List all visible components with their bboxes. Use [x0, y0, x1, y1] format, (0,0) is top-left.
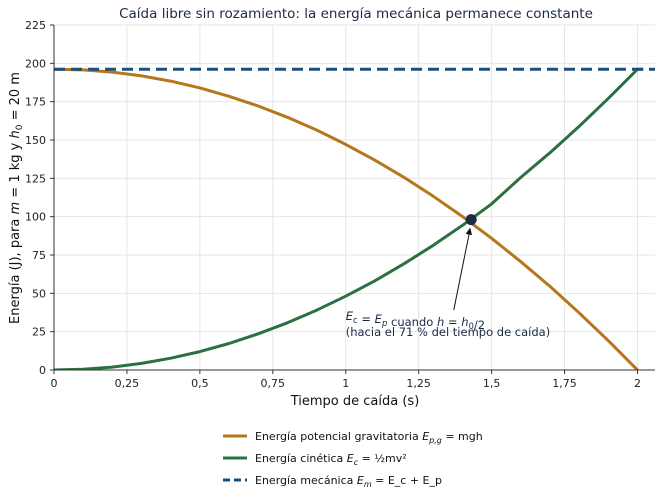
- x-tick-label: 0,75: [261, 377, 286, 390]
- plot-area: [54, 67, 655, 370]
- annotation-arrowhead: [465, 227, 472, 236]
- annotation-line-1: Ec = Ep cuando h = h0/2: [346, 309, 485, 332]
- y-tick-label: 25: [32, 326, 46, 339]
- y-tick-label: 50: [32, 287, 46, 300]
- y-tick-label: 200: [25, 57, 46, 70]
- y-tick-label: 100: [25, 211, 46, 224]
- annotation-arrow: [453, 228, 471, 311]
- x-tick-label: 1: [342, 377, 349, 390]
- x-axis-label: Tiempo de caída (s): [290, 394, 420, 409]
- axes: 0 0,25 0,5 0,75 1 1,25 1,5 1,75 2 0 25 50 75 100 125 15…: [25, 19, 655, 390]
- y-tick-label: 225: [25, 19, 46, 32]
- y-axis-label: Energía (J), para m = 1 kg y h0 = 20 m: [8, 72, 25, 324]
- legend-entry: Energía cinética Ec = ½mv²: [255, 452, 407, 467]
- x-tick-label: 1,25: [406, 377, 431, 390]
- annotation: Ec = Ep cuando h = h0/2(hacia el 71 % de…: [346, 214, 550, 339]
- annotation-line-2: (hacia el 71 % del tiempo de caída): [346, 325, 550, 339]
- x-tick-label: 1,75: [552, 377, 577, 390]
- x-tick-label: 0,25: [115, 377, 140, 390]
- x-tick-label: 1,5: [483, 377, 501, 390]
- chart-title: Caída libre sin rozamiento: la energía m…: [119, 6, 593, 22]
- y-tick-label: 0: [39, 364, 46, 377]
- y-tick-label: 150: [25, 134, 46, 147]
- potential-energy-line: [54, 67, 640, 370]
- legend-entry: Energía mecánica Em = E_c + E_p: [255, 474, 442, 489]
- x-tick-label: 0: [51, 377, 58, 390]
- grid: [53, 24, 655, 371]
- intersection-point: [465, 214, 477, 226]
- y-tick-label: 125: [25, 172, 46, 185]
- legend-entry: Energía potencial gravitatoria Ep,g = mg…: [255, 430, 483, 445]
- y-tick-label: 75: [32, 249, 46, 262]
- y-tick-label: 175: [25, 96, 46, 109]
- legend: Energía potencial gravitatoria Ep,g = mg…: [223, 430, 483, 489]
- kinetic-energy-line: [54, 67, 644, 370]
- x-tick-label: 0,5: [191, 377, 209, 390]
- x-tick-label: 2: [634, 377, 641, 390]
